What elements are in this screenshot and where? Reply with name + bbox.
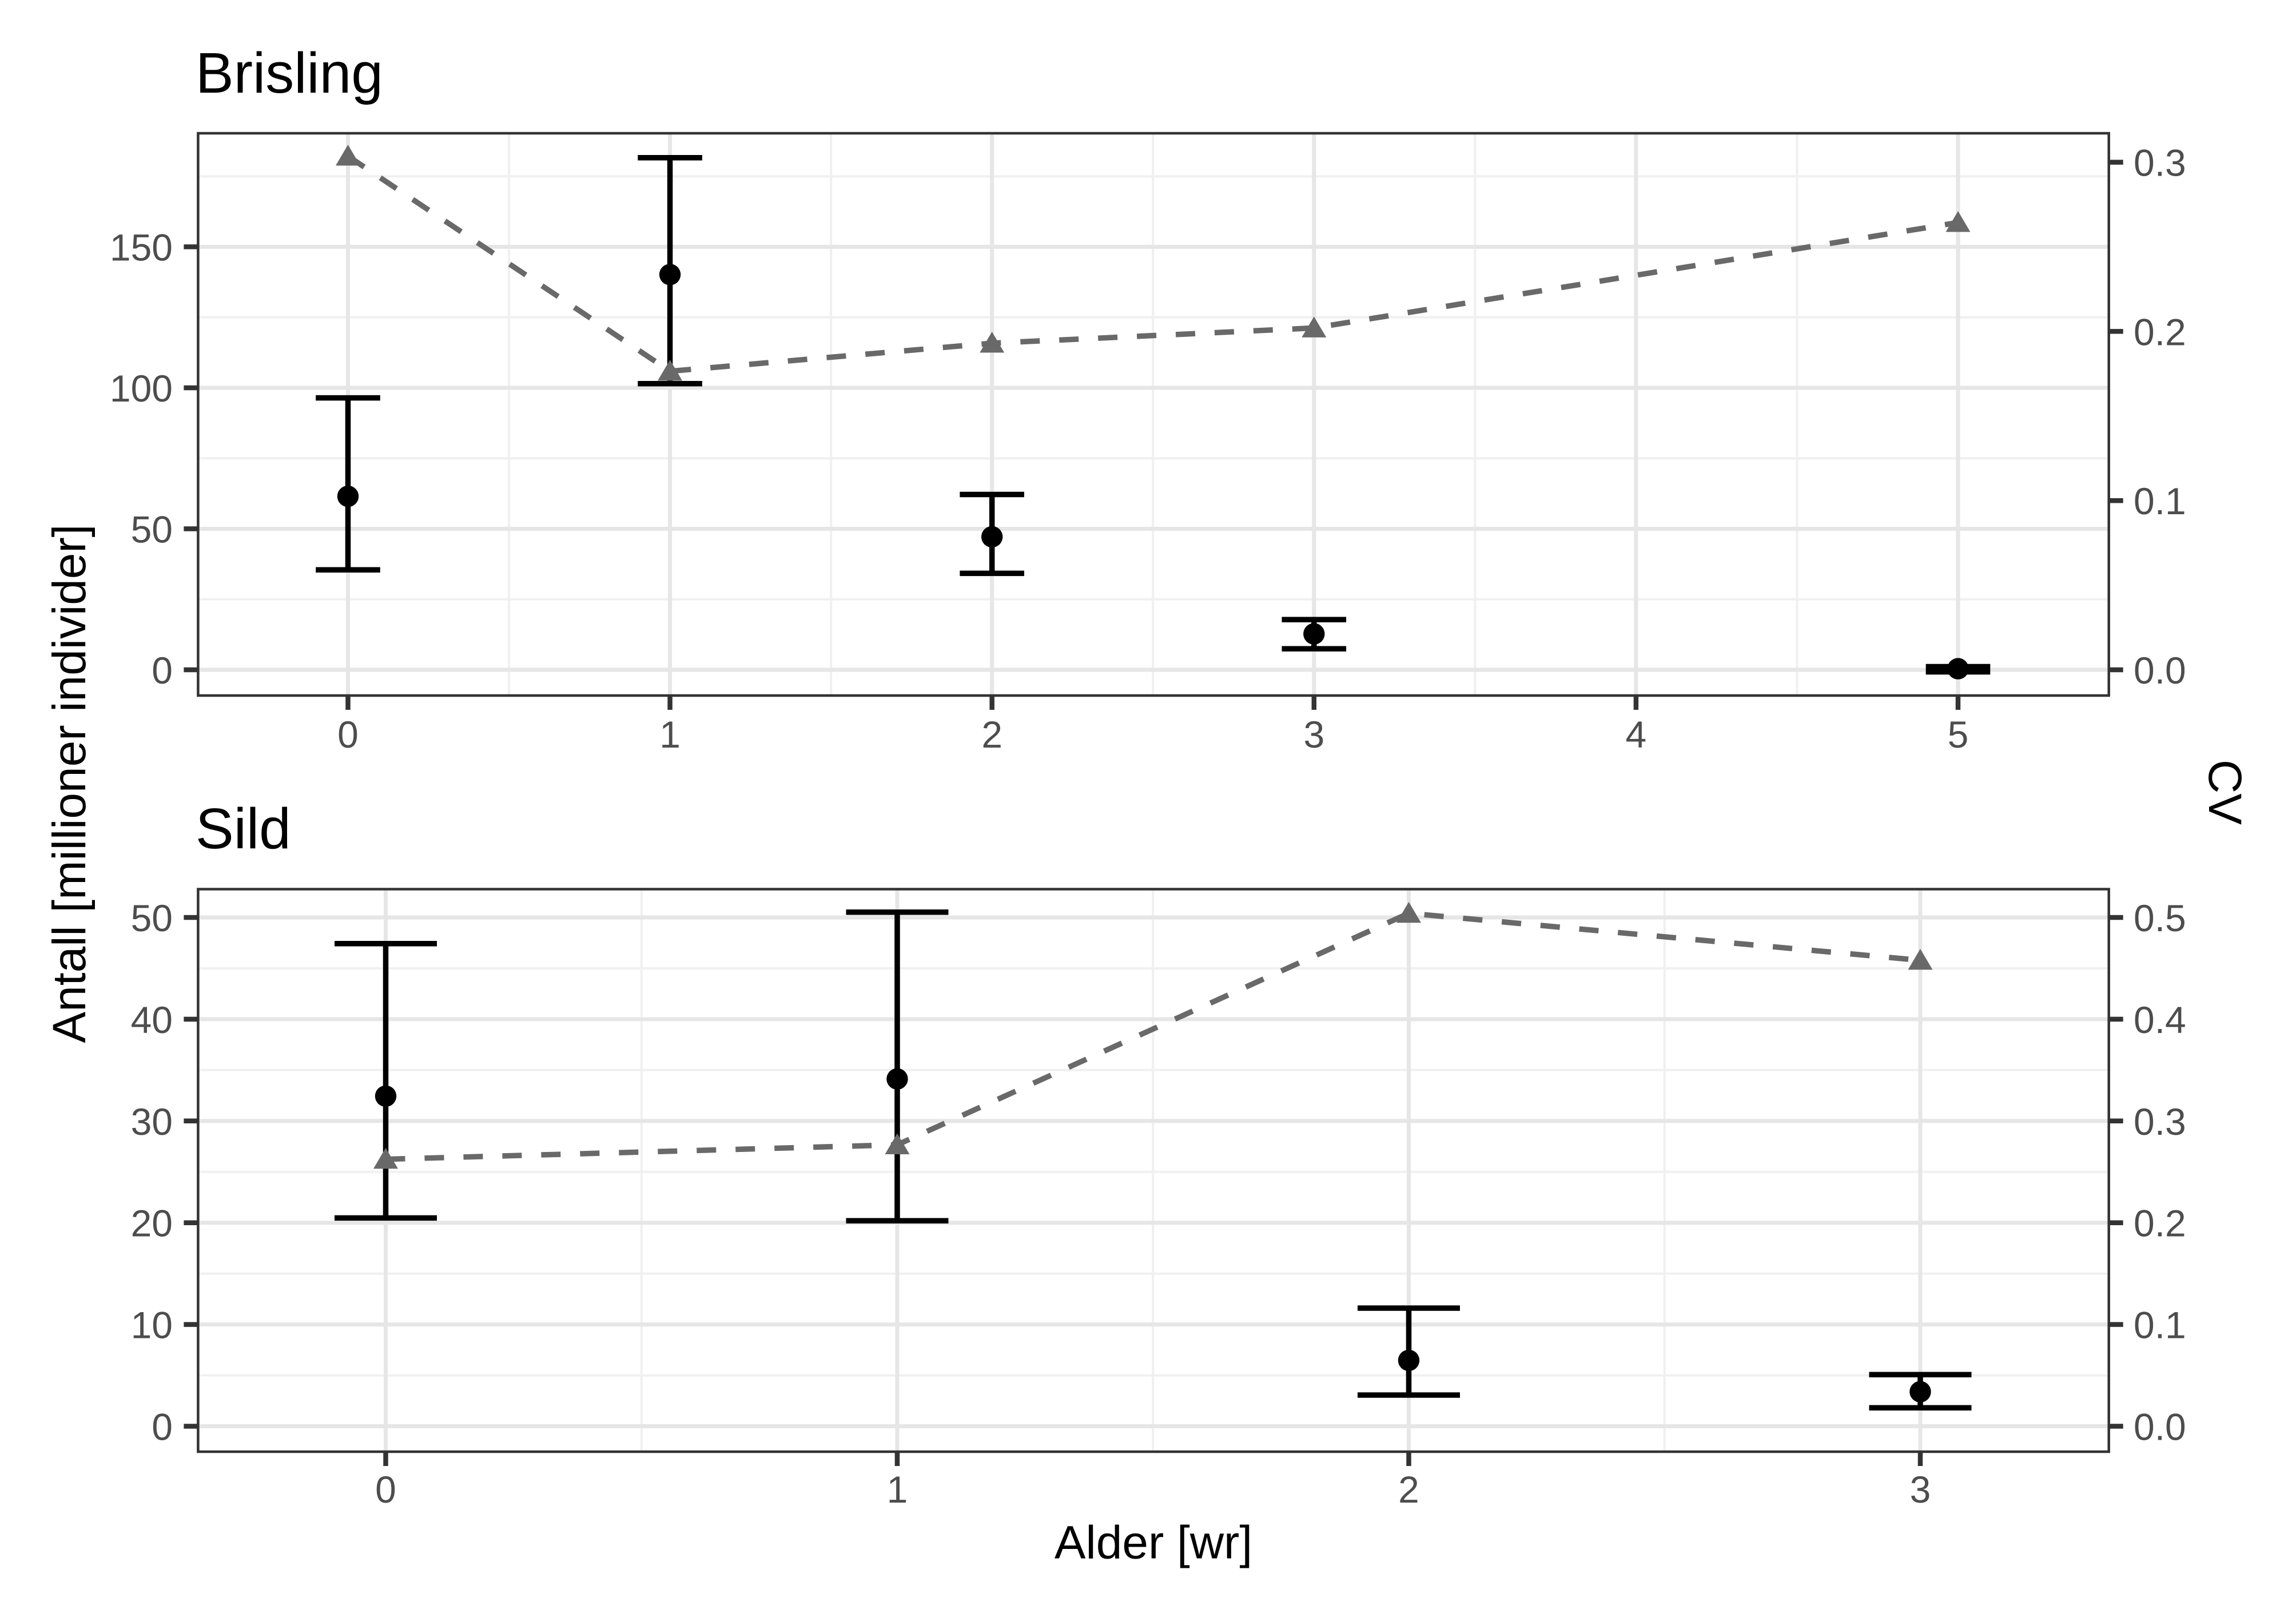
svg-text:2: 2 (1398, 1468, 1419, 1511)
svg-text:0: 0 (337, 713, 359, 756)
svg-text:0.5: 0.5 (2134, 897, 2186, 939)
svg-text:2: 2 (981, 713, 1002, 756)
svg-text:CV: CV (2199, 760, 2251, 825)
svg-text:100: 100 (110, 367, 173, 410)
svg-text:50: 50 (131, 897, 173, 939)
svg-text:0.0: 0.0 (2134, 1406, 2186, 1448)
svg-text:0: 0 (152, 1406, 173, 1448)
svg-text:Alder [wr]: Alder [wr] (1055, 1517, 1252, 1569)
svg-text:5: 5 (1948, 713, 1969, 756)
svg-text:0.1: 0.1 (2134, 480, 2186, 522)
svg-text:3: 3 (1303, 713, 1324, 756)
svg-text:0.2: 0.2 (2134, 311, 2186, 353)
svg-text:Brisling: Brisling (196, 41, 383, 105)
svg-text:0.1: 0.1 (2134, 1304, 2186, 1346)
svg-text:0.4: 0.4 (2134, 999, 2186, 1041)
svg-text:1: 1 (659, 713, 681, 756)
svg-text:20: 20 (131, 1202, 173, 1245)
svg-text:0.2: 0.2 (2134, 1202, 2186, 1245)
svg-text:30: 30 (131, 1100, 173, 1143)
svg-text:150: 150 (110, 227, 173, 269)
svg-text:0: 0 (152, 649, 173, 692)
svg-text:1: 1 (887, 1468, 908, 1511)
svg-text:40: 40 (131, 999, 173, 1041)
svg-text:4: 4 (1626, 713, 1647, 756)
svg-text:10: 10 (131, 1304, 173, 1346)
svg-text:0: 0 (375, 1468, 396, 1511)
svg-text:50: 50 (131, 508, 173, 551)
svg-text:0.3: 0.3 (2134, 1100, 2186, 1143)
svg-text:3: 3 (1910, 1468, 1931, 1511)
svg-text:Antall [millioner individer]: Antall [millioner individer] (43, 525, 95, 1043)
svg-text:0.3: 0.3 (2134, 142, 2186, 184)
svg-text:Sild: Sild (196, 797, 291, 861)
svg-text:0.0: 0.0 (2134, 649, 2186, 692)
